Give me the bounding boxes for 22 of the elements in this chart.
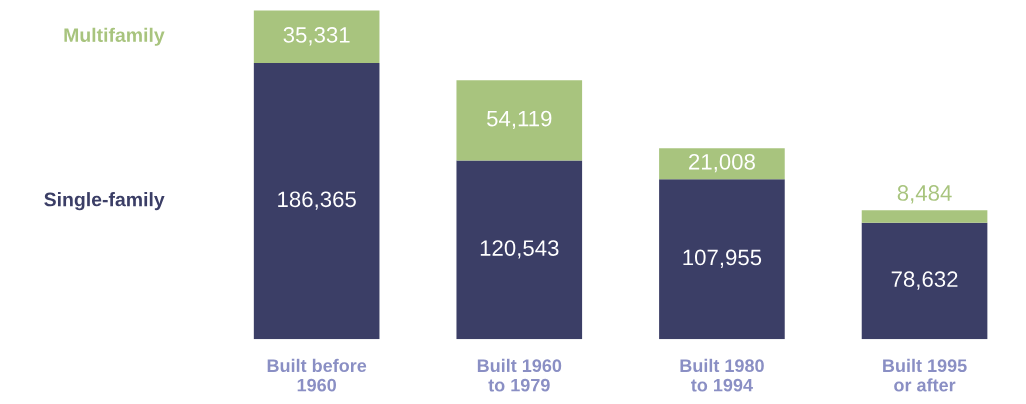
bar xyxy=(456,160,583,340)
data-label: 107,955 xyxy=(683,249,762,268)
bar xyxy=(659,179,785,340)
data-label: 78,632 xyxy=(891,271,958,290)
bar xyxy=(861,222,988,340)
x-tick-label: Built before 1960 xyxy=(267,358,367,392)
bar xyxy=(253,63,380,340)
bar xyxy=(861,210,988,223)
x-tick-label: Built 1960 to 1979 xyxy=(477,358,562,392)
data-label: 54,119 xyxy=(487,110,552,130)
text: Single-family xyxy=(44,192,165,211)
data-label: 120,543 xyxy=(480,240,559,259)
x-tick-label: Built 1995 or after xyxy=(883,358,967,392)
bar xyxy=(456,80,583,161)
data-label: 186,365 xyxy=(278,191,356,210)
text: Multifamily xyxy=(64,27,165,46)
x-tick-label: Built 1980 to 1994 xyxy=(680,358,764,392)
data-label: 21,008 xyxy=(689,153,755,173)
data-label: 8,484 xyxy=(897,185,952,204)
data-label: 35,331 xyxy=(283,27,350,46)
bar xyxy=(253,10,380,64)
bar xyxy=(659,148,785,180)
